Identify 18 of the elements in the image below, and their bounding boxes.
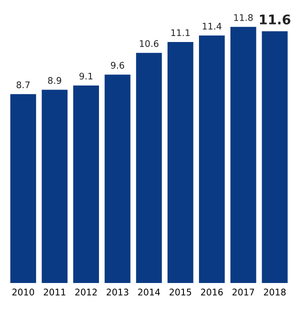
data-label: 9.6: [110, 62, 124, 69]
x-tick-label: 2013: [106, 288, 128, 296]
data-label: 11.8: [234, 14, 253, 21]
x-tick-label: 2015: [170, 288, 192, 296]
x-tick-label: 2018: [264, 288, 286, 296]
x-tick-label: 2011: [44, 288, 66, 296]
x-tick-label: 2016: [201, 288, 223, 296]
x-tick-label: 2017: [232, 288, 254, 296]
data-label: 11.1: [171, 29, 190, 36]
data-label: 9.1: [79, 72, 92, 80]
data-label: 10.6: [140, 40, 158, 47]
data-label: 8.9: [48, 77, 62, 84]
data-label: 11.4: [202, 22, 222, 30]
data-label: 8.7: [16, 81, 30, 88]
x-tick-label: 2010: [12, 288, 34, 296]
x-tick-label: 2012: [75, 288, 97, 296]
x-tick-label: 2014: [138, 288, 160, 296]
data-label: 11.6: [260, 14, 290, 24]
